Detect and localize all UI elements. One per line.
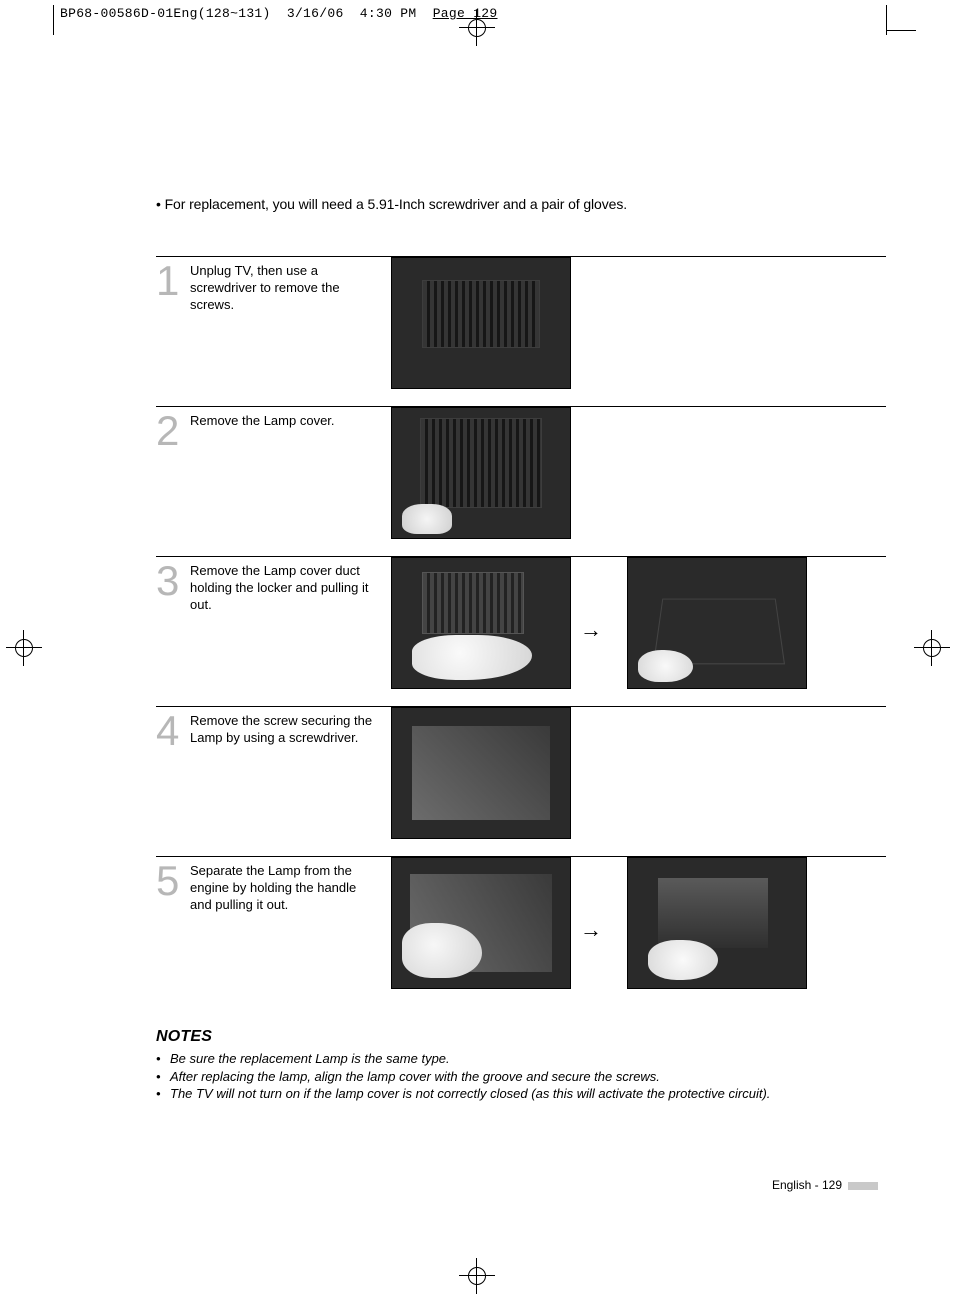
step-photo <box>391 257 571 389</box>
step-1: 1 Unplug TV, then use a screwdriver to r… <box>156 256 886 396</box>
step-4: 4 Remove the screw securing the Lamp by … <box>156 706 886 846</box>
notes-heading: NOTES <box>156 1028 886 1046</box>
registration-mark-icon <box>459 1258 495 1294</box>
registration-mark-icon <box>914 630 950 666</box>
page-content: • For replacement, you will need a 5.91-… <box>156 196 886 1103</box>
footer-text: English - 129 <box>772 1178 842 1192</box>
step-number: 4 <box>156 707 179 755</box>
step-photo <box>391 407 571 539</box>
step-number: 1 <box>156 257 179 305</box>
print-file: BP68-00586D-01Eng(128~131) <box>60 6 271 21</box>
step-photo <box>391 707 571 839</box>
footer-bar-icon <box>848 1182 878 1190</box>
notes-section: NOTES Be sure the replacement Lamp is th… <box>156 1028 886 1103</box>
step-photo <box>391 857 571 989</box>
steps-list: 1 Unplug TV, then use a screwdriver to r… <box>156 256 886 996</box>
step-number: 3 <box>156 557 179 605</box>
step-photo-secondary <box>627 557 807 689</box>
note-item: After replacing the lamp, align the lamp… <box>156 1068 886 1086</box>
print-date: 3/16/06 <box>287 6 344 21</box>
registration-mark-icon <box>6 630 42 666</box>
print-page: Page 129 <box>433 6 498 21</box>
step-5: 5 Separate the Lamp from the engine by h… <box>156 856 886 996</box>
intro-text: • For replacement, you will need a 5.91-… <box>156 196 886 212</box>
step-photo-secondary <box>627 857 807 989</box>
print-time: 4:30 PM <box>360 6 417 21</box>
page-footer: English - 129 <box>772 1178 878 1192</box>
notes-list: Be sure the replacement Lamp is the same… <box>156 1050 886 1103</box>
step-text: Remove the screw securing the Lamp by us… <box>190 713 380 747</box>
step-text: Unplug TV, then use a screwdriver to rem… <box>190 263 380 314</box>
step-text: Separate the Lamp from the engine by hol… <box>190 863 380 914</box>
crop-mark <box>53 5 54 35</box>
note-item: Be sure the replacement Lamp is the same… <box>156 1050 886 1068</box>
arrow-right-icon: → <box>580 617 602 643</box>
arrow-right-icon: → <box>580 917 602 943</box>
step-2: 2 Remove the Lamp cover. <box>156 406 886 546</box>
step-photo <box>391 557 571 689</box>
print-header: BP68-00586D-01Eng(128~131) 3/16/06 4:30 … <box>60 6 498 21</box>
step-3: 3 Remove the Lamp cover duct holding the… <box>156 556 886 696</box>
step-text: Remove the Lamp cover. <box>190 413 380 430</box>
crop-mark <box>886 30 916 31</box>
step-number: 5 <box>156 857 179 905</box>
note-item: The TV will not turn on if the lamp cove… <box>156 1085 886 1103</box>
step-number: 2 <box>156 407 179 455</box>
step-text: Remove the Lamp cover duct holding the l… <box>190 563 380 614</box>
